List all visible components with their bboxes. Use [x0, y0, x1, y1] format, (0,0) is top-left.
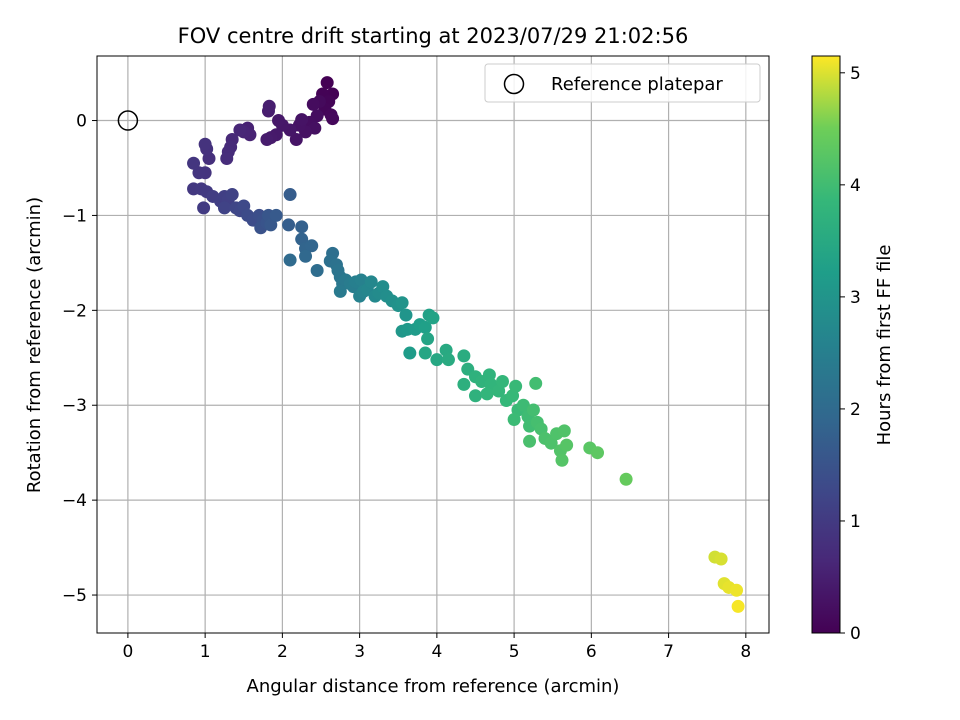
data-point — [457, 377, 471, 391]
y-tick-label: −3 — [62, 396, 87, 416]
data-point — [272, 114, 286, 128]
data-point — [403, 346, 417, 360]
colorbar-tick-label: 4 — [850, 176, 861, 196]
data-point — [264, 218, 278, 232]
data-point — [320, 76, 334, 90]
data-point — [523, 434, 537, 448]
data-point — [591, 446, 605, 460]
colorbar-tick-label: 0 — [850, 624, 861, 644]
data-point — [399, 308, 413, 322]
data-point — [364, 275, 378, 289]
colorbar-tick-label: 5 — [850, 64, 861, 84]
data-point — [418, 320, 432, 334]
data-point — [426, 311, 440, 325]
x-tick-label: 0 — [122, 642, 133, 662]
x-tick-label: 3 — [354, 642, 365, 662]
colorbar-label: Hours from first FF file — [874, 245, 895, 446]
data-point — [225, 188, 239, 202]
data-point — [262, 99, 276, 113]
data-point — [217, 201, 231, 215]
legend-marker-hollow-circle — [503, 73, 525, 95]
data-point — [526, 403, 540, 417]
data-point — [430, 353, 444, 367]
legend: Reference platepar — [484, 63, 761, 103]
data-point — [198, 137, 212, 151]
data-point — [529, 376, 543, 390]
plot-frame — [96, 55, 770, 634]
colorbar-tick-label: 1 — [850, 512, 861, 532]
x-tick-label: 7 — [663, 642, 674, 662]
data-point — [730, 583, 744, 597]
x-tick-label: 5 — [509, 642, 520, 662]
data-point — [516, 398, 530, 412]
data-point — [560, 438, 574, 452]
data-point — [354, 273, 368, 287]
colorbar-tick-label: 3 — [850, 288, 861, 308]
x-tick-label: 2 — [277, 642, 288, 662]
x-tick-label: 8 — [740, 642, 751, 662]
data-point — [457, 349, 471, 363]
reference-platepar-marker — [117, 110, 139, 131]
data-point — [326, 112, 340, 126]
colorbar-tick-label: 2 — [850, 400, 861, 420]
legend-box — [484, 63, 761, 103]
data-point — [192, 166, 206, 180]
data-point — [283, 188, 297, 202]
data-points — [117, 76, 745, 613]
data-point — [289, 133, 303, 147]
data-point — [619, 472, 633, 486]
y-axis-ticks: 0 −1 −2 −3 −4 −5 — [62, 112, 97, 606]
data-point — [468, 389, 482, 403]
data-point — [306, 97, 320, 111]
data-point — [714, 552, 728, 566]
chart-title: FOV centre drift starting at 2023/07/29 … — [178, 24, 689, 48]
data-point — [333, 284, 347, 298]
data-point — [197, 201, 211, 215]
data-point — [509, 379, 523, 393]
y-tick-label: −1 — [62, 206, 87, 226]
y-tick-label: 0 — [76, 112, 87, 132]
data-point — [544, 436, 558, 450]
colorbar-ticks: 0 1 2 3 4 5 — [840, 64, 861, 644]
colorbar-gradient — [811, 55, 841, 634]
x-axis-label: Angular distance from reference (arcmin) — [247, 676, 620, 697]
data-point — [310, 263, 324, 277]
y-axis-label: Rotation from reference (arcmin) — [24, 197, 45, 493]
data-point — [283, 253, 297, 267]
x-tick-label: 1 — [200, 642, 211, 662]
data-point — [269, 208, 283, 222]
y-tick-label: −2 — [62, 301, 87, 321]
data-point — [421, 332, 435, 346]
data-point — [282, 218, 296, 232]
data-point — [395, 296, 409, 310]
data-point — [305, 239, 319, 253]
legend-label: Reference platepar — [551, 74, 723, 95]
x-tick-label: 4 — [431, 642, 442, 662]
data-point — [187, 156, 201, 170]
y-tick-label: −4 — [62, 491, 87, 511]
data-point — [260, 133, 274, 147]
data-point — [295, 220, 309, 234]
data-point — [418, 346, 432, 360]
data-point — [295, 113, 309, 127]
data-point — [496, 375, 510, 389]
data-point — [731, 599, 745, 613]
data-point — [220, 151, 234, 165]
data-point — [233, 123, 247, 137]
data-point — [299, 249, 313, 263]
data-point — [555, 453, 569, 467]
grid — [97, 56, 769, 633]
data-point — [507, 412, 521, 426]
data-point — [480, 387, 494, 401]
colorbar: 0 1 2 3 4 5 Hours from first FF file — [811, 55, 895, 644]
x-tick-label: 6 — [586, 642, 597, 662]
data-point — [441, 353, 455, 367]
y-tick-label: −5 — [62, 586, 87, 606]
data-point — [557, 424, 571, 438]
x-axis-ticks: 0 1 2 3 4 5 6 7 8 — [122, 633, 751, 662]
